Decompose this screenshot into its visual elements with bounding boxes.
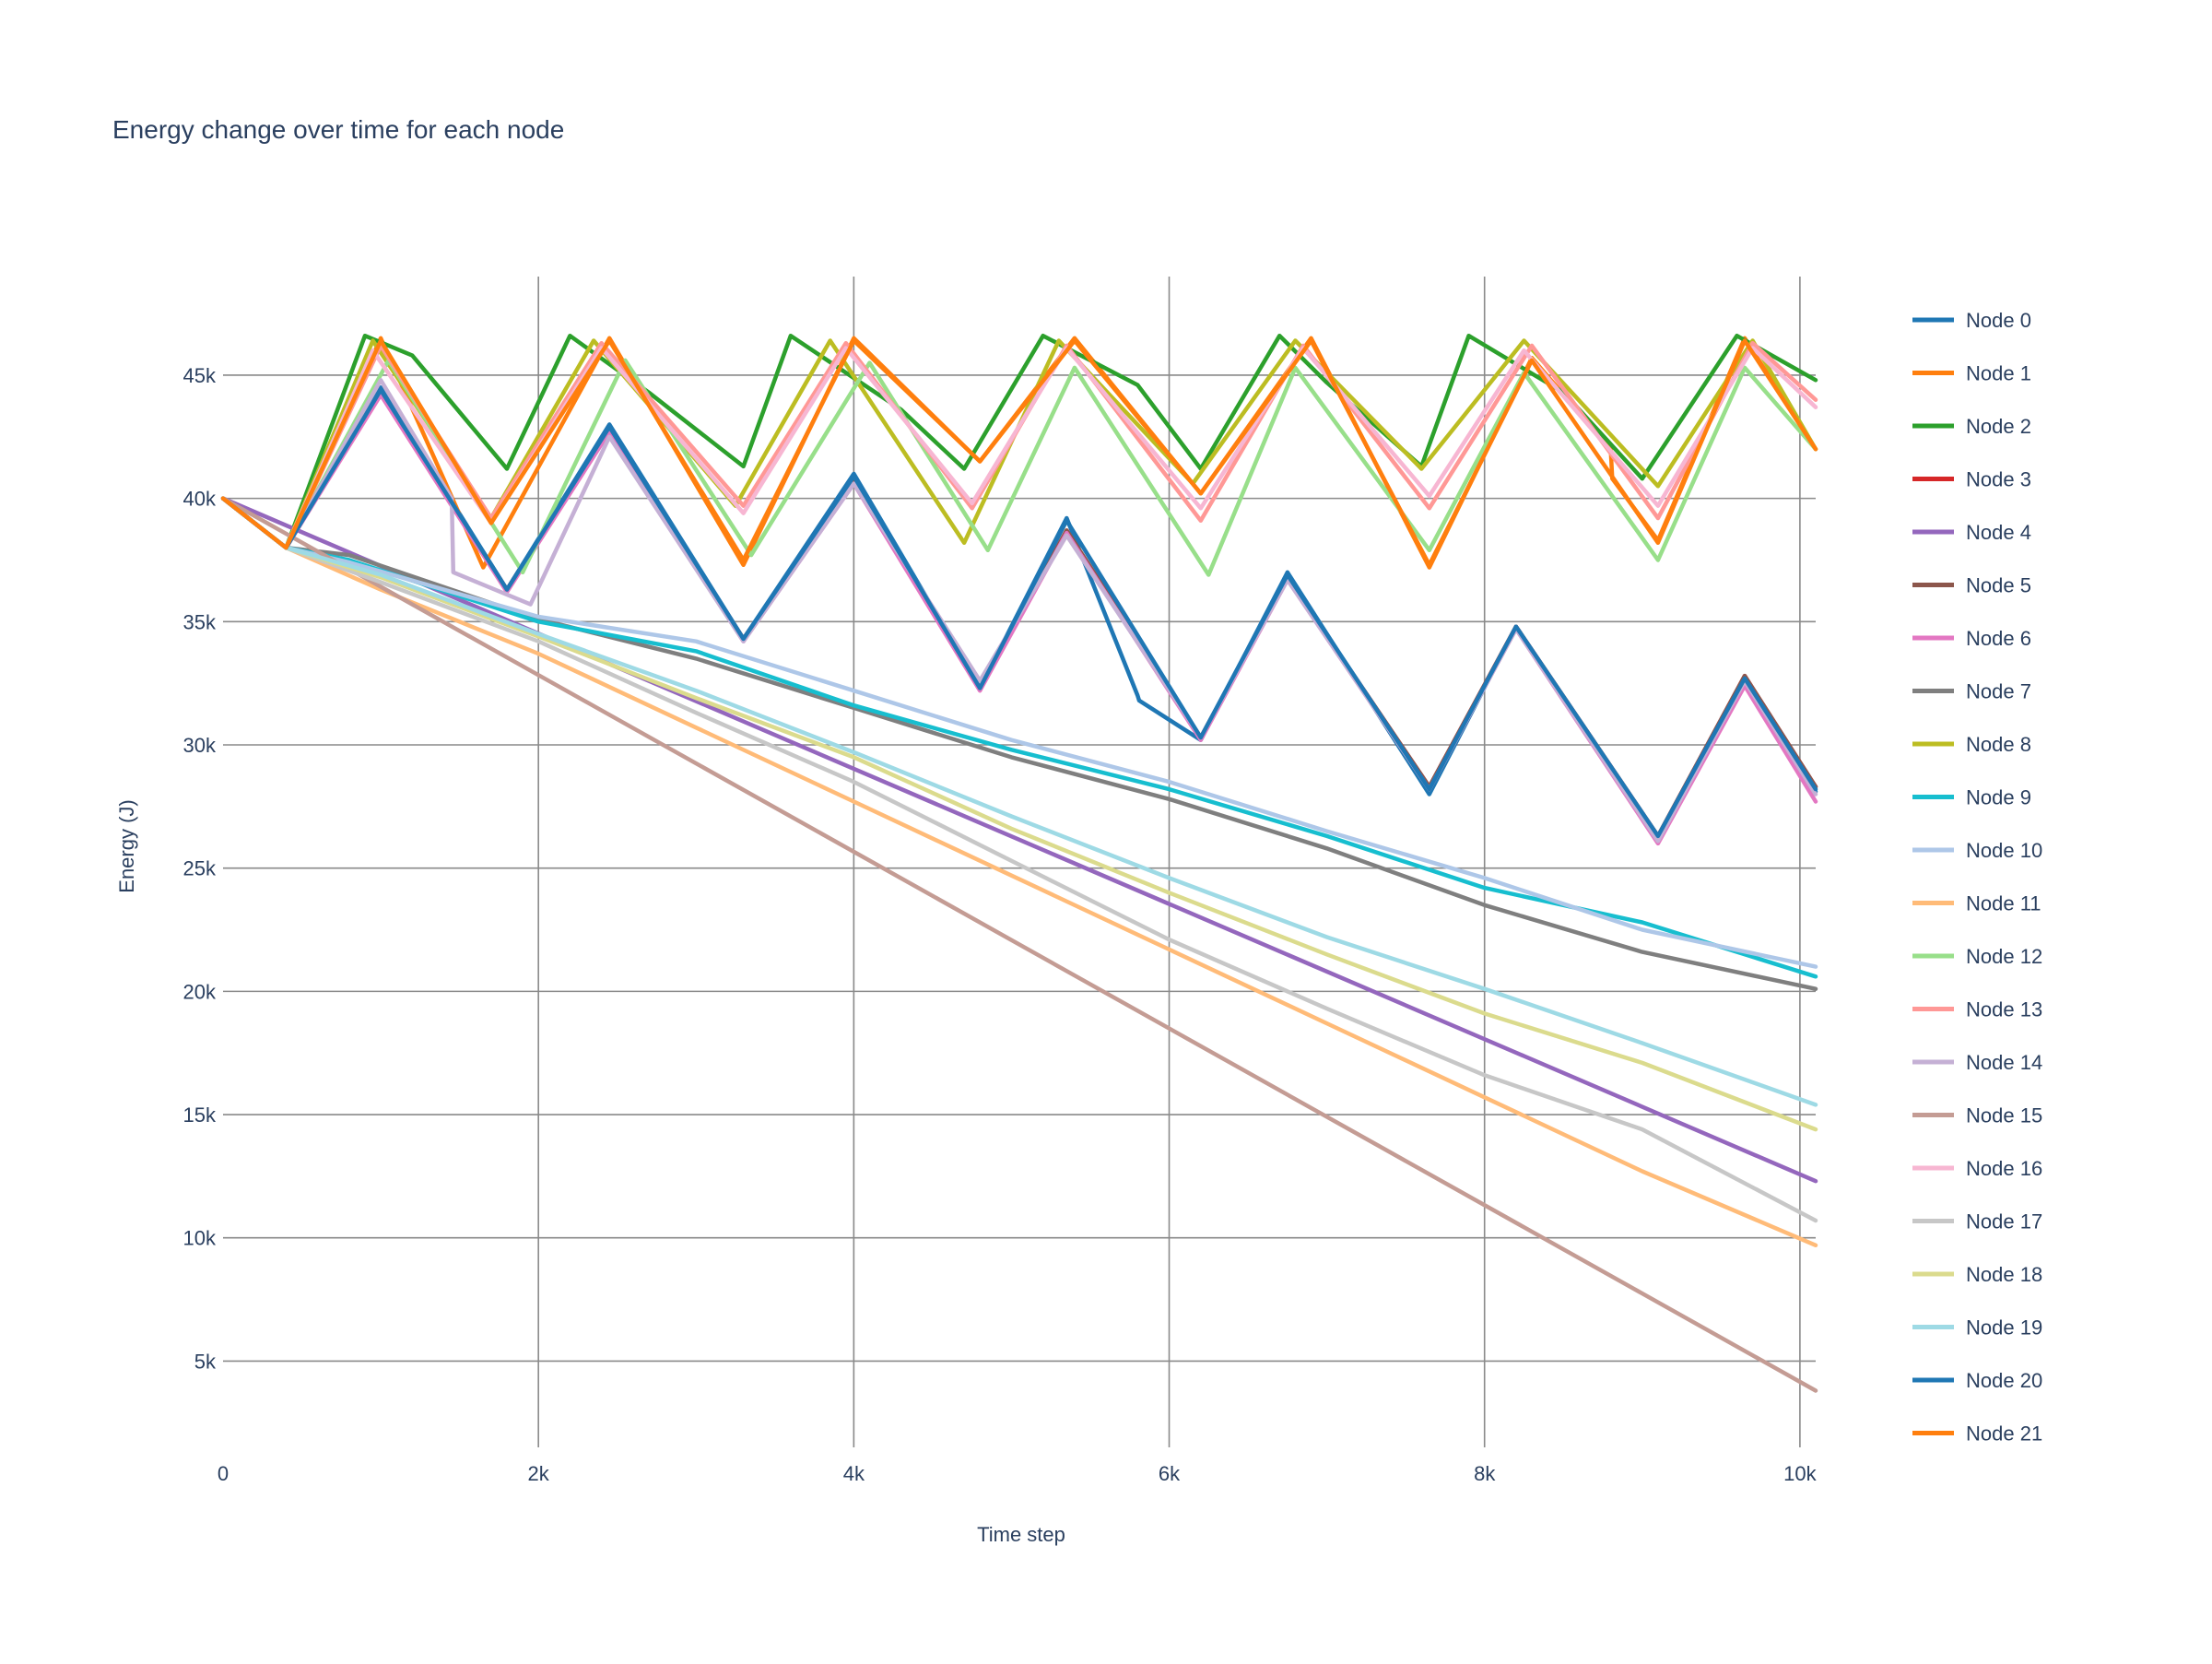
- legend-label: Node 19: [1966, 1316, 2042, 1339]
- x-tick-label: 2k: [528, 1462, 550, 1485]
- y-tick-label: 10k: [183, 1227, 217, 1250]
- y-axis-title: Energy (J): [115, 799, 138, 892]
- legend-label: Node 17: [1966, 1210, 2042, 1233]
- legend-item-node-19[interactable]: Node 19: [1912, 1316, 2042, 1339]
- x-axis-title: Time step: [977, 1523, 1065, 1546]
- legend-item-node-2[interactable]: Node 2: [1912, 415, 2031, 438]
- series-line-node-4: [220, 496, 1818, 1184]
- y-tick-label: 45k: [183, 364, 217, 387]
- series-line-node-15: [220, 496, 1818, 1393]
- x-tick-label: 6k: [1159, 1462, 1181, 1485]
- legend-label: Node 11: [1966, 892, 2041, 915]
- legend-item-node-16[interactable]: Node 16: [1912, 1157, 2042, 1180]
- legend-item-node-0[interactable]: Node 0: [1912, 309, 2031, 332]
- y-tick-label: 25k: [183, 857, 217, 880]
- legend-item-node-7[interactable]: Node 7: [1912, 680, 2031, 703]
- y-tick-label: 15k: [183, 1103, 217, 1127]
- series-line-node-9: [220, 496, 1818, 979]
- legend-item-node-9[interactable]: Node 9: [1912, 786, 2031, 809]
- legend-item-node-1[interactable]: Node 1: [1912, 362, 2031, 385]
- x-tick-label: 10k: [1783, 1462, 1817, 1485]
- legend: Node 0 Node 1 Node 2 Node 3 Node 4 Node 5 Node…: [1912, 309, 2042, 1446]
- legend-item-node-6[interactable]: Node 6: [1912, 627, 2031, 650]
- legend-label: Node 4: [1966, 521, 2031, 544]
- legend-label: Node 14: [1966, 1051, 2042, 1074]
- y-tick-label: 35k: [183, 610, 217, 633]
- legend-item-node-20[interactable]: Node 20: [1912, 1369, 2042, 1392]
- series-line-node-17: [220, 496, 1818, 1223]
- legend-item-node-15[interactable]: Node 15: [1912, 1104, 2042, 1127]
- legend-label: Node 10: [1966, 839, 2042, 862]
- x-tick-label: 8k: [1474, 1462, 1496, 1485]
- series-line-node-16: [220, 346, 1818, 550]
- legend-item-node-17[interactable]: Node 17: [1912, 1210, 2042, 1233]
- y-tick-label: 40k: [183, 488, 217, 511]
- legend-label: Node 18: [1966, 1263, 2042, 1286]
- legend-item-node-4[interactable]: Node 4: [1912, 521, 2031, 544]
- legend-item-node-13[interactable]: Node 13: [1912, 998, 2042, 1021]
- legend-label: Node 6: [1966, 627, 2031, 650]
- y-tick-label: 20k: [183, 980, 217, 1003]
- legend-item-node-21[interactable]: Node 21: [1912, 1422, 2042, 1446]
- series-line-node-7: [220, 496, 1818, 991]
- legend-label: Node 5: [1966, 574, 2031, 597]
- legend-label: Node 13: [1966, 998, 2042, 1021]
- x-tick-label: 0: [218, 1462, 229, 1485]
- y-tick-label: 30k: [183, 734, 217, 757]
- legend-item-node-11[interactable]: Node 11: [1912, 892, 2041, 915]
- legend-label: Node 3: [1966, 468, 2031, 491]
- legend-item-node-18[interactable]: Node 18: [1912, 1263, 2042, 1286]
- legend-label: Node 16: [1966, 1157, 2042, 1180]
- legend-item-node-10[interactable]: Node 10: [1912, 839, 2042, 862]
- legend-item-node-12[interactable]: Node 12: [1912, 945, 2042, 968]
- y-tick-label: 5k: [194, 1350, 217, 1373]
- legend-label: Node 21: [1966, 1422, 2042, 1446]
- legend-item-node-5[interactable]: Node 5: [1912, 574, 2031, 597]
- series-line-node-20: [220, 387, 1818, 839]
- legend-item-node-3[interactable]: Node 3: [1912, 468, 2031, 491]
- series-line-node-21: [220, 338, 1818, 568]
- series-lines: [220, 333, 1818, 1393]
- legend-label: Node 20: [1966, 1369, 2042, 1392]
- chart-title: Energy change over time for each node: [112, 115, 564, 144]
- series-line-node-10: [220, 496, 1818, 969]
- legend-label: Node 1: [1966, 362, 2031, 385]
- legend-label: Node 12: [1966, 945, 2042, 968]
- series-line-node-11: [220, 496, 1818, 1248]
- legend-item-node-14[interactable]: Node 14: [1912, 1051, 2042, 1074]
- legend-label: Node 7: [1966, 680, 2031, 703]
- series-line-node-6: [220, 393, 1818, 846]
- legend-item-node-8[interactable]: Node 8: [1912, 733, 2031, 756]
- grid: [223, 277, 1816, 1447]
- legend-label: Node 0: [1966, 309, 2031, 332]
- axis-ticks: 5k 10k 15k 20k 25k 30k 35k 40k 45k 0 2k 4k 6k 8k 10k: [183, 364, 1818, 1485]
- legend-label: Node 9: [1966, 786, 2031, 809]
- series-line-node-12: [220, 358, 1818, 577]
- legend-label: Node 8: [1966, 733, 2031, 756]
- legend-label: Node 2: [1966, 415, 2031, 438]
- series-line-node-19: [220, 496, 1818, 1107]
- x-tick-label: 4k: [843, 1462, 865, 1485]
- legend-label: Node 15: [1966, 1104, 2042, 1127]
